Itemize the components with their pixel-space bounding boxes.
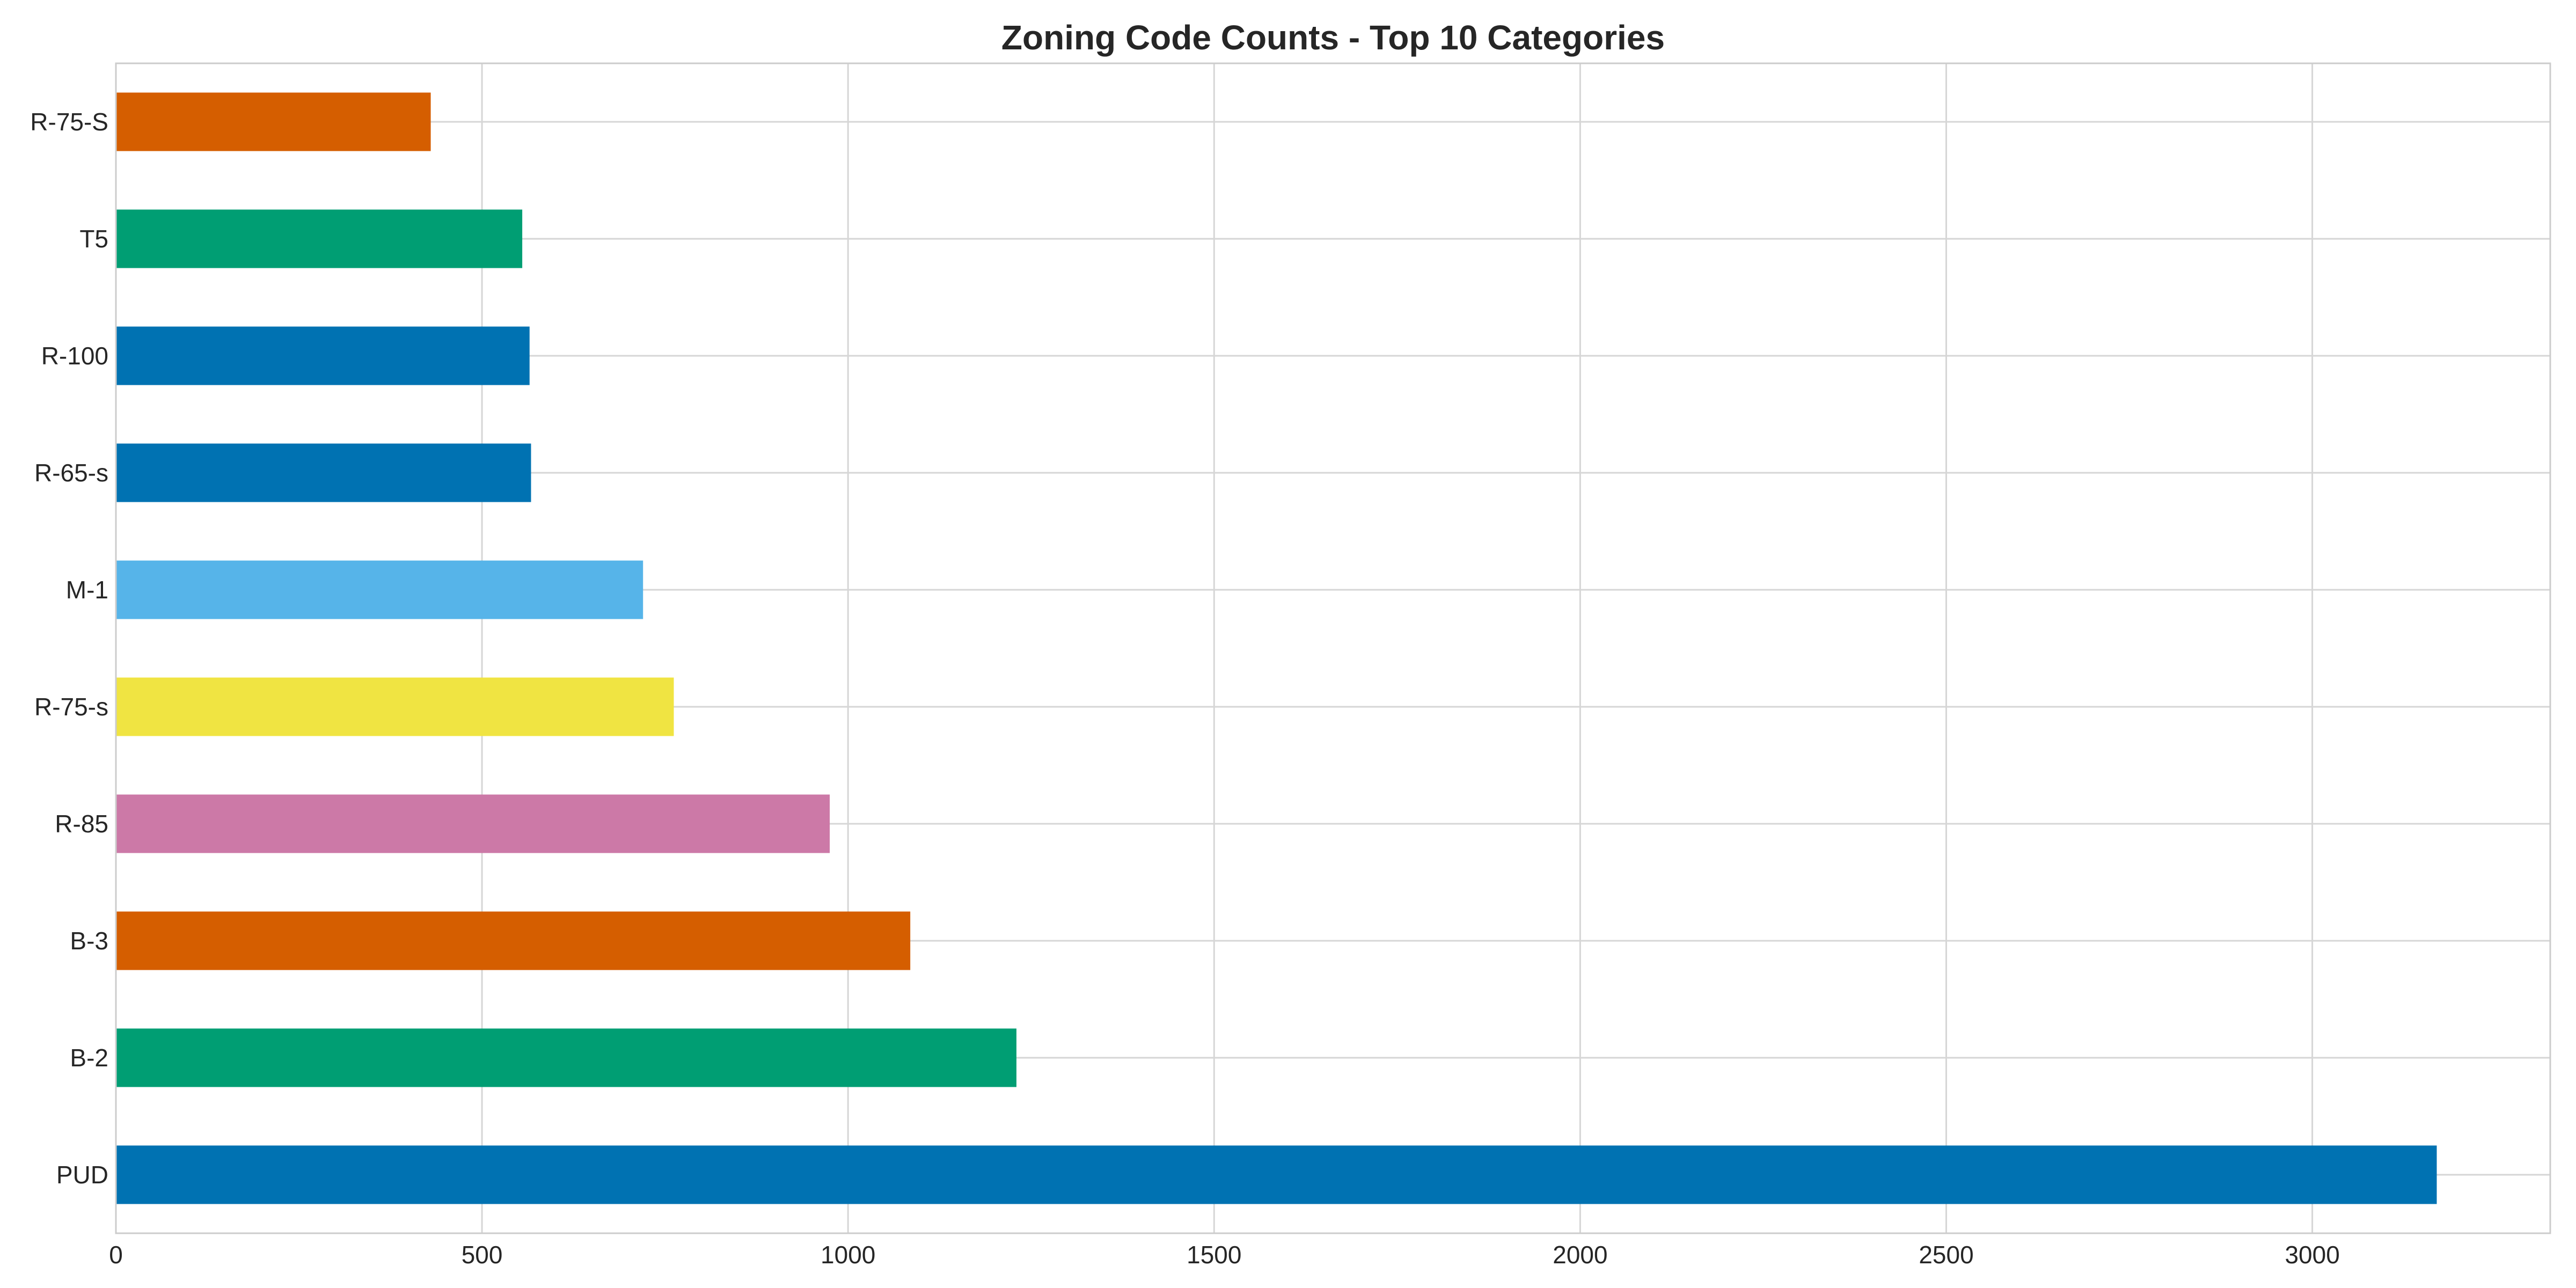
x-tick-label: 1000	[821, 1241, 875, 1269]
x-axis-tick-labels: 0 500 1000 1500 2000 2500 3000	[109, 1241, 2340, 1269]
chart-title: Zoning Code Counts - Top 10 Categories	[1001, 18, 1665, 57]
y-tick-label: T5	[79, 225, 108, 253]
y-tick-label: R-75-S	[30, 108, 108, 136]
y-tick-label: B-3	[70, 927, 108, 955]
bar-b-3	[116, 911, 911, 970]
y-axis-tick-labels: PUD B-2 B-3 R-85 R-75-s M-1 R-65-s R-100 T5 R-75-…	[30, 108, 108, 1189]
bar-r-75-s	[116, 677, 674, 736]
bar-r-75-s	[116, 92, 431, 151]
y-tick-label: M-1	[66, 576, 108, 604]
plot-area-frame	[115, 62, 2551, 1234]
bar-r-100	[116, 326, 530, 385]
y-tick-label: R-65-s	[34, 459, 108, 487]
x-tick-label: 3000	[2285, 1241, 2339, 1269]
bars	[116, 92, 2437, 1204]
x-tick-label: 2500	[1919, 1241, 1973, 1269]
x-tick-label: 2000	[1553, 1241, 1607, 1269]
bar-r-65-s	[116, 443, 531, 502]
y-tick-label: R-75-s	[34, 693, 108, 721]
y-tick-label: R-100	[41, 342, 108, 370]
bar-b-2	[116, 1028, 1016, 1087]
x-tick-label: 500	[462, 1241, 503, 1269]
y-tick-label: B-2	[70, 1044, 108, 1072]
bar-m-1	[116, 560, 643, 619]
y-tick-label: PUD	[56, 1161, 108, 1189]
bar-pud	[116, 1145, 2437, 1204]
x-tick-label: 1500	[1187, 1241, 1241, 1269]
bar-r-85	[116, 794, 830, 853]
bar-t5	[116, 209, 523, 268]
y-tick-label: R-85	[55, 810, 108, 838]
x-tick-label: 0	[109, 1241, 123, 1269]
